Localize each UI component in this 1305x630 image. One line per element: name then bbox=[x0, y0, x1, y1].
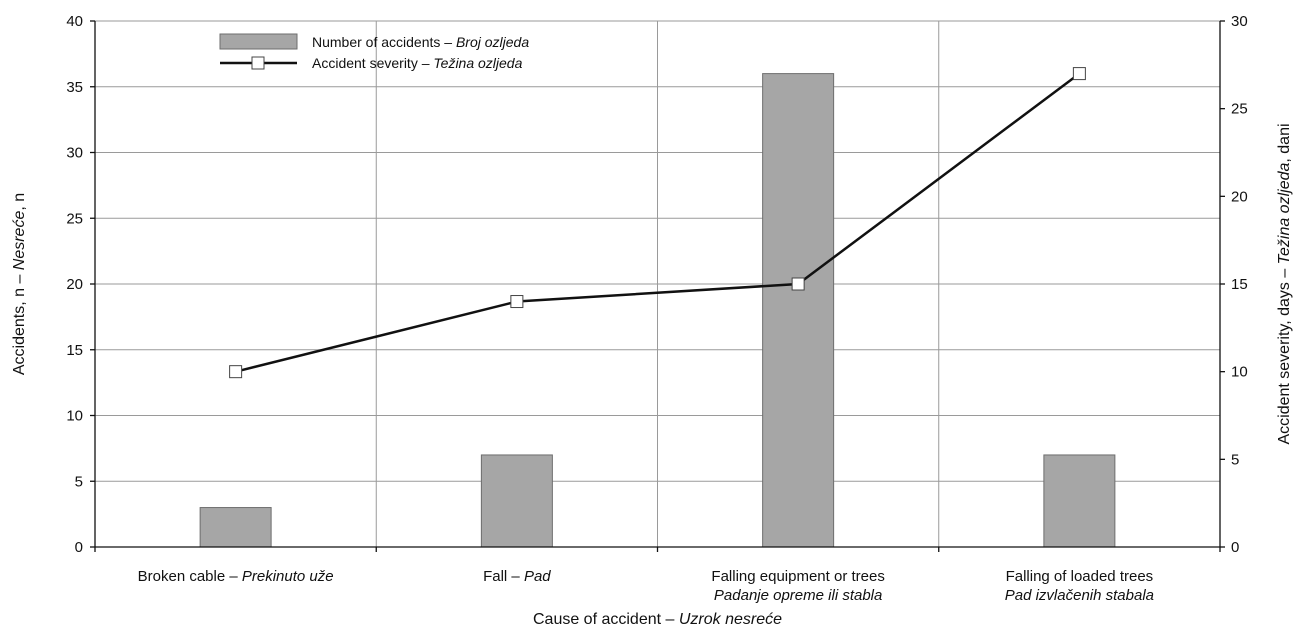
legend-bar-label: Number of accidents – Broj ozljeda bbox=[312, 34, 529, 50]
category-label: Fall – Pad bbox=[483, 568, 551, 585]
severity-marker bbox=[229, 365, 243, 379]
category-label-hr: Pad bbox=[524, 568, 551, 585]
legend-line-marker bbox=[251, 56, 265, 70]
category-label-en: Broken cable – bbox=[138, 568, 242, 585]
severity-line-series bbox=[229, 67, 1086, 379]
y-left-tick-label: 20 bbox=[66, 276, 83, 293]
bar-accidents bbox=[1043, 454, 1116, 548]
y-axis-right-title-it: Težina ozljeda bbox=[1276, 163, 1293, 265]
y-right-tick-label: 5 bbox=[1231, 451, 1239, 468]
legend: Number of accidents – Broj ozljeda Accide… bbox=[219, 33, 529, 71]
y-axis-left-title-pre: Accidents, n – bbox=[11, 270, 28, 375]
y-left-tick-label: 25 bbox=[66, 210, 83, 227]
y-right-tick-label: 0 bbox=[1231, 539, 1239, 556]
y-left-tick-label: 35 bbox=[66, 79, 83, 96]
legend-bar-label-en: Number of accidents – bbox=[312, 34, 456, 50]
y-axis-left-title: Accidents, n – Nesreće, n bbox=[11, 193, 28, 375]
legend-bar-swatch bbox=[219, 33, 298, 50]
y-right-tick-label: 10 bbox=[1231, 364, 1248, 381]
severity-marker bbox=[1072, 67, 1086, 81]
y-axis-left-title-post: , n bbox=[11, 193, 28, 211]
category-label-en: Falling equipment or trees bbox=[711, 568, 884, 585]
y-left-tick-label: 40 bbox=[66, 13, 83, 30]
legend-line-label: Accident severity – Težina ozljeda bbox=[312, 55, 523, 71]
x-axis-title: Cause of accident – Uzrok nesreće bbox=[533, 611, 782, 628]
severity-marker bbox=[791, 277, 805, 291]
y-left-tick-label: 0 bbox=[75, 539, 83, 556]
axes bbox=[90, 20, 1225, 552]
category-label-hr: Pad izvlačenih stabala bbox=[1005, 587, 1154, 604]
y-left-tick-label: 30 bbox=[66, 145, 83, 162]
y-right-tick-label: 15 bbox=[1231, 276, 1248, 293]
y-left-tick-label: 15 bbox=[66, 342, 83, 359]
bar-accidents bbox=[199, 507, 272, 548]
severity-line bbox=[235, 72, 1081, 373]
y-axis-right-title-pre: Accident severity, days – bbox=[1276, 264, 1293, 444]
legend-bar-label-hr: Broj ozljeda bbox=[456, 34, 529, 50]
severity-marker bbox=[510, 295, 524, 309]
bars bbox=[199, 73, 1116, 548]
category-label: Broken cable – Prekinuto uže bbox=[138, 568, 334, 585]
grid bbox=[95, 20, 1220, 547]
x-axis-title-en: Cause of accident – bbox=[533, 611, 679, 628]
legend-line-label-hr: Težina ozljeda bbox=[433, 55, 522, 71]
y-axis-left-title-it: Nesreće bbox=[11, 211, 28, 271]
y-left-tick-label: 5 bbox=[75, 473, 83, 490]
labels: 0 5 10 15 20 25 30 35 40 0 5 10 15 20 25 30 Broken cable… bbox=[11, 13, 1293, 628]
x-axis-title-hr: Uzrok nesreće bbox=[679, 611, 782, 628]
y-right-tick-label: 25 bbox=[1231, 101, 1248, 118]
y-right-tick-label: 20 bbox=[1231, 188, 1248, 205]
y-left-tick-label: 10 bbox=[66, 408, 83, 425]
y-axis-right-title: Accident severity, days – Težina ozljeda… bbox=[1276, 123, 1293, 444]
y-axis-right-title-post: , dani bbox=[1276, 123, 1293, 162]
category-label-hr: Prekinuto uže bbox=[242, 568, 334, 585]
bar-accidents bbox=[480, 454, 553, 548]
y-right-tick-label: 30 bbox=[1231, 13, 1248, 30]
legend-line-label-en: Accident severity – bbox=[312, 55, 433, 71]
category-label-en: Falling of loaded trees bbox=[1006, 568, 1154, 585]
category-label-hr: Padanje opreme ili stabla bbox=[714, 587, 882, 604]
category-label-en: Fall – bbox=[483, 568, 524, 585]
bar-accidents bbox=[762, 73, 835, 548]
